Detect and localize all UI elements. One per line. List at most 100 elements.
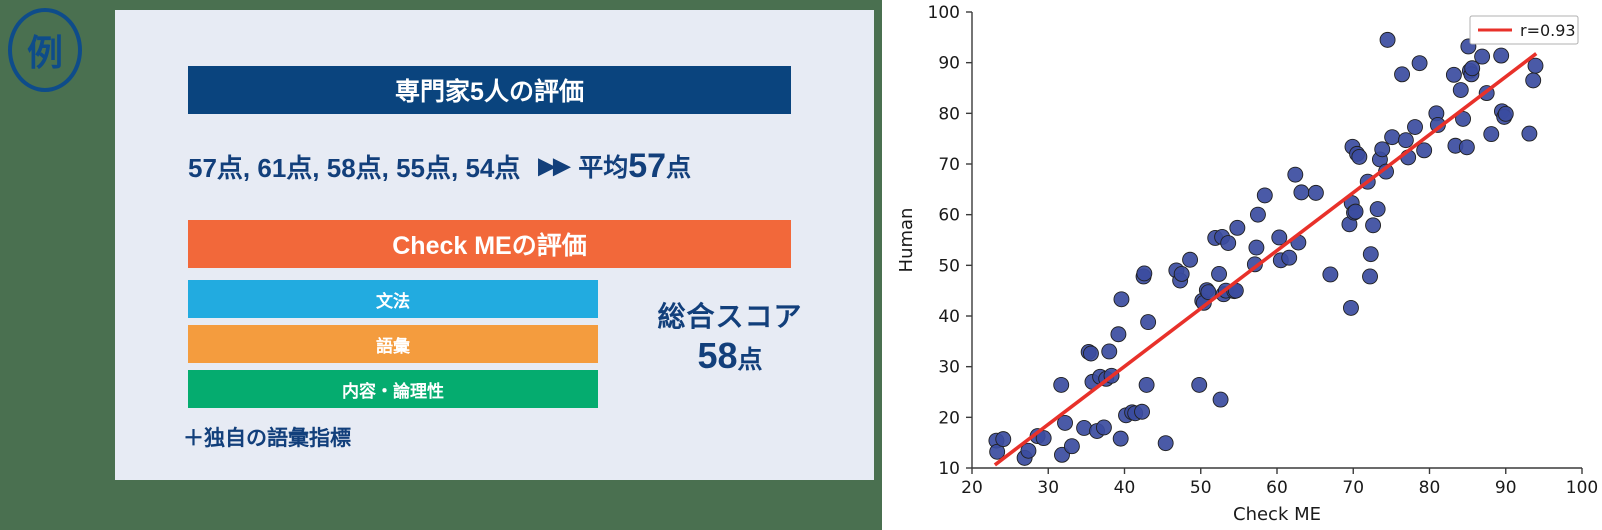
expert-scores-row: 57点, 61点, 58点, 55点, 54点 ▶▶ 平均 57 点	[188, 144, 806, 188]
expert-evaluation-header: 専門家5人の評価	[188, 66, 791, 114]
scatter-point	[1076, 420, 1093, 436]
scatter-point	[1082, 345, 1099, 362]
checkme-evaluation-header-label: Check MEの評価	[392, 232, 587, 260]
scatter-point	[989, 443, 1006, 460]
example-badge: 例	[8, 8, 82, 92]
scatter-point	[1140, 314, 1157, 331]
trendline	[993, 52, 1538, 467]
scatter-point	[1525, 72, 1542, 89]
x-tick-label: 40	[1114, 478, 1136, 498]
scatter-point	[1429, 117, 1446, 133]
scatter-point	[1416, 142, 1433, 159]
extra-metric-note: ＋独自の語彙指標	[183, 427, 351, 450]
scatter-point	[1307, 184, 1324, 201]
scatter-point	[1249, 206, 1266, 223]
y-tick-label: 30	[938, 358, 960, 378]
scatter-point	[1057, 414, 1073, 431]
x-tick-label: 70	[1342, 478, 1364, 498]
scatter-point	[1053, 376, 1070, 393]
scatter-point	[1136, 265, 1153, 282]
average-value: 57	[628, 146, 667, 185]
example-panel: 例 専門家5人の評価 57点, 61点, 58点, 55点, 54点 ▶▶ 平均…	[8, 8, 874, 480]
y-tick-label: 40	[938, 307, 960, 327]
example-badge-label: 例	[26, 32, 63, 73]
x-tick-label: 90	[1495, 478, 1517, 498]
criterion-bar-grammar: 文法	[188, 280, 598, 318]
y-tick-label: 80	[938, 104, 960, 124]
scatter-point	[1287, 166, 1304, 183]
scatter-point	[1474, 48, 1491, 65]
scatter-point	[1464, 60, 1481, 77]
scatter-point	[1493, 47, 1510, 64]
scatter-points-group	[988, 31, 1544, 466]
scatter-point	[1527, 57, 1544, 74]
scatter-point	[1497, 105, 1514, 122]
scatter-point	[1182, 251, 1199, 268]
average-label: 平均	[578, 154, 629, 182]
scatter-point	[1458, 139, 1475, 156]
total-score-value: 58	[697, 335, 738, 377]
expert-scores-list: 57点, 61点, 58点, 55点, 54点	[188, 152, 521, 183]
y-tick-label: 10	[938, 459, 960, 479]
scatter-point	[1407, 119, 1423, 135]
scatter-point	[1369, 201, 1386, 218]
legend-box	[1469, 15, 1579, 45]
scatter-point	[1101, 343, 1118, 360]
scatter-point	[1212, 391, 1229, 408]
scatter-point	[1200, 284, 1217, 301]
scatter-point	[1271, 229, 1288, 246]
y-axis-title: Human	[896, 208, 917, 273]
scatter-point	[1035, 430, 1052, 447]
scatter-point	[1211, 265, 1227, 282]
scatter-point	[1020, 442, 1037, 459]
scatter-point	[1445, 66, 1462, 83]
scatter-point	[1248, 239, 1265, 256]
scatter-plot-svg: 20 30 40 50 60 70 80 90 100102030405060708090100…	[896, 3, 1598, 525]
scatter-point	[1095, 419, 1112, 436]
evaluation-card: 専門家5人の評価 57点, 61点, 58点, 55点, 54点 ▶▶ 平均 5…	[115, 10, 874, 480]
scatter-point	[1281, 249, 1298, 266]
scatter-point	[1293, 184, 1310, 201]
criterion-bar-vocabulary: 語彙	[188, 325, 598, 363]
x-tick-label: 80	[1419, 478, 1441, 498]
scatter-point	[1173, 265, 1190, 282]
scatter-point	[1229, 219, 1246, 236]
total-score-unit: 点	[737, 346, 763, 375]
scatter-point	[1397, 132, 1414, 149]
scatter-point	[1138, 376, 1155, 393]
scatter-point	[1343, 299, 1359, 316]
scatter-point	[1347, 203, 1364, 220]
legend-label: r=0.93	[1520, 21, 1576, 40]
scatter-point	[1365, 217, 1382, 234]
scatter-point	[995, 431, 1012, 448]
y-tick-label: 90	[938, 54, 960, 74]
scatter-point	[1351, 148, 1368, 165]
expert-evaluation-header-label: 専門家5人の評価	[395, 78, 584, 106]
scatter-point	[1134, 403, 1150, 420]
scatter-point	[1374, 141, 1391, 158]
checkme-evaluation-header: Check MEの評価	[188, 220, 791, 268]
total-score-label: 総合スコア	[657, 301, 803, 332]
total-score-row: 58点	[630, 334, 830, 378]
double-arrow-icon: ▶▶	[538, 153, 570, 178]
x-tick-label: 60	[1266, 478, 1288, 498]
scatter-point	[1191, 376, 1208, 393]
x-tick-label: 20	[961, 478, 983, 498]
scatter-point	[1113, 291, 1130, 308]
criterion-label-content-logic: 内容・論理性	[342, 381, 444, 401]
scatter-point	[1110, 326, 1127, 343]
scatter-point	[1157, 435, 1174, 452]
x-axis-title: Check ME	[1233, 504, 1321, 525]
scatter-point	[1483, 126, 1500, 143]
scatter-point	[1394, 66, 1410, 83]
x-tick-label: 50	[1190, 478, 1212, 498]
criterion-bar-content-logic: 内容・論理性	[188, 370, 598, 408]
y-tick-label: 50	[938, 256, 960, 276]
average-unit: 点	[666, 154, 692, 182]
criterion-label-grammar: 文法	[376, 291, 410, 311]
y-tick-label: 100	[928, 3, 960, 23]
y-tick-label: 60	[938, 206, 960, 226]
scatter-point	[1384, 129, 1401, 146]
scatter-point	[1521, 125, 1538, 142]
scatter-point	[1411, 55, 1428, 72]
